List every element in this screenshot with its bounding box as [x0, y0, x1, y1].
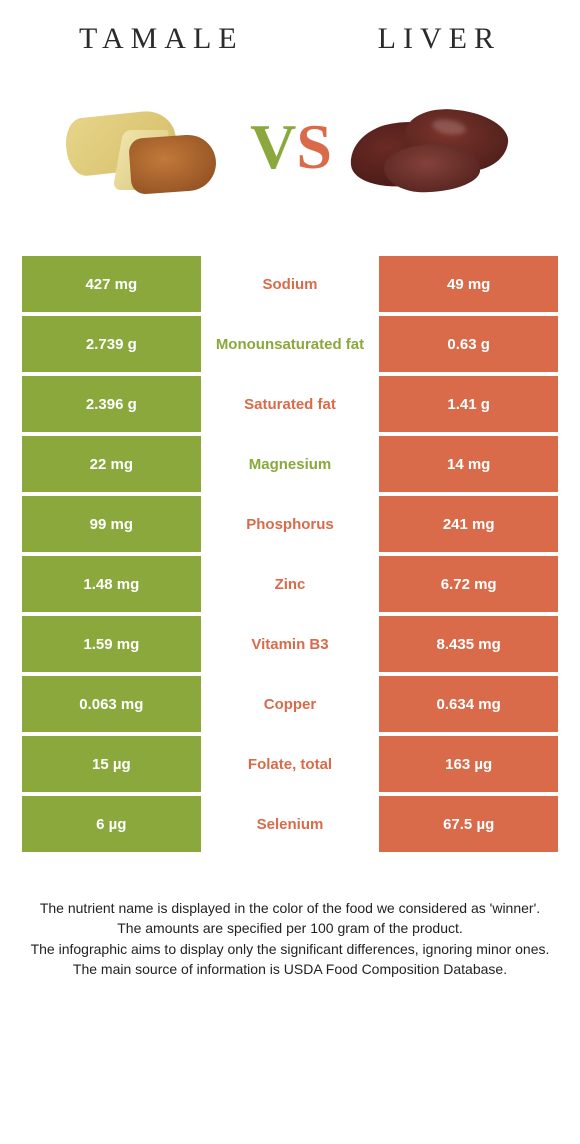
footnote-line: The amounts are specified per 100 gram o…: [22, 918, 558, 938]
nutrient-label: Zinc: [201, 556, 380, 612]
table-row: 1.59 mgVitamin B38.435 mg: [22, 616, 558, 672]
nutrient-label: Magnesium: [201, 436, 380, 492]
table-row: 99 mgPhosphorus241 mg: [22, 496, 558, 552]
left-value: 1.59 mg: [22, 616, 201, 672]
table-row: 2.396 gSaturated fat1.41 g: [22, 376, 558, 432]
right-value: 0.63 g: [379, 316, 558, 372]
right-value: 67.5 µg: [379, 796, 558, 852]
left-value: 22 mg: [22, 436, 201, 492]
right-value: 241 mg: [379, 496, 558, 552]
right-value: 49 mg: [379, 256, 558, 312]
left-value: 0.063 mg: [22, 676, 201, 732]
nutrient-label: Selenium: [201, 796, 380, 852]
left-value: 427 mg: [22, 256, 201, 312]
vs-s: S: [296, 110, 330, 184]
left-value: 99 mg: [22, 496, 201, 552]
left-value: 1.48 mg: [22, 556, 201, 612]
right-value: 163 µg: [379, 736, 558, 792]
footnote-line: The main source of information is USDA F…: [22, 959, 558, 979]
tamale-illustration: [60, 92, 240, 202]
left-value: 2.739 g: [22, 316, 201, 372]
footnote-line: The nutrient name is displayed in the co…: [22, 898, 558, 918]
vs-icon: VS: [250, 110, 330, 184]
nutrient-label: Phosphorus: [201, 496, 380, 552]
right-value: 8.435 mg: [379, 616, 558, 672]
table-row: 1.48 mgZinc6.72 mg: [22, 556, 558, 612]
nutrient-label: Sodium: [201, 256, 380, 312]
footnote-block: The nutrient name is displayed in the co…: [12, 898, 568, 979]
nutrient-label: Copper: [201, 676, 380, 732]
left-value: 6 µg: [22, 796, 201, 852]
vs-v: V: [250, 110, 294, 184]
nutrition-table: 427 mgSodium49 mg2.739 gMonounsaturated …: [22, 256, 558, 852]
left-value: 2.396 g: [22, 376, 201, 432]
right-value: 0.634 mg: [379, 676, 558, 732]
right-value: 6.72 mg: [379, 556, 558, 612]
footnote-line: The infographic aims to display only the…: [22, 939, 558, 959]
table-row: 2.739 gMonounsaturated fat0.63 g: [22, 316, 558, 372]
nutrient-label: Vitamin B3: [201, 616, 380, 672]
right-value: 1.41 g: [379, 376, 558, 432]
table-row: 427 mgSodium49 mg: [22, 256, 558, 312]
left-food-title: Tamale: [79, 22, 244, 56]
left-value: 15 µg: [22, 736, 201, 792]
table-row: 22 mgMagnesium14 mg: [22, 436, 558, 492]
table-row: 15 µgFolate, total163 µg: [22, 736, 558, 792]
nutrient-label: Folate, total: [201, 736, 380, 792]
right-value: 14 mg: [379, 436, 558, 492]
nutrient-label: Saturated fat: [201, 376, 380, 432]
illustration-row: VS: [12, 92, 568, 202]
table-row: 6 µgSelenium67.5 µg: [22, 796, 558, 852]
header-row: Tamale Liver: [12, 22, 568, 56]
nutrient-label: Monounsaturated fat: [201, 316, 380, 372]
right-food-title: Liver: [378, 22, 501, 56]
liver-illustration: [340, 92, 520, 202]
table-row: 0.063 mgCopper0.634 mg: [22, 676, 558, 732]
